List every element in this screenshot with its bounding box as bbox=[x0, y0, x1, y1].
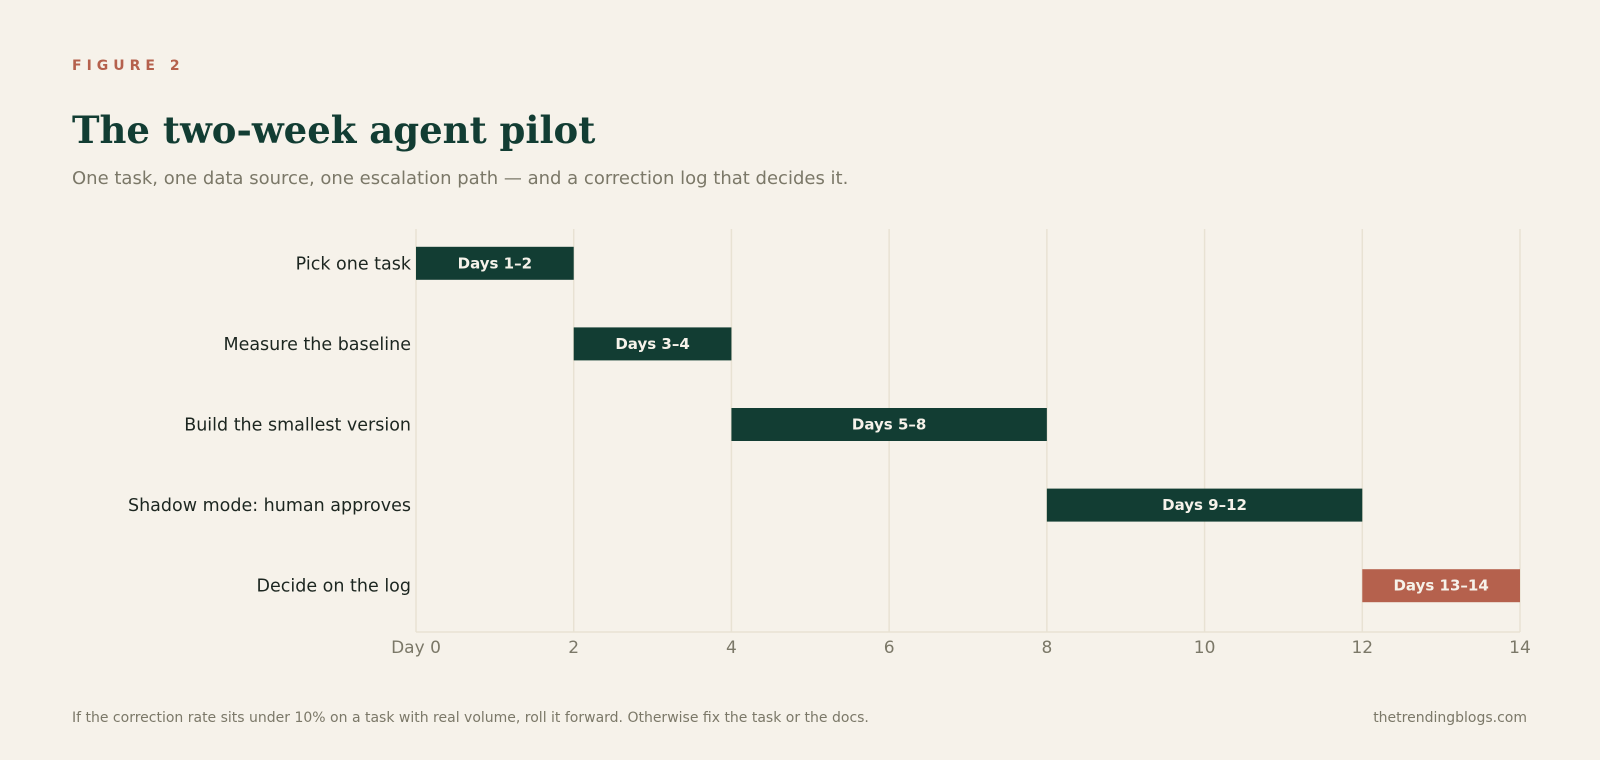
bar-data-label: Days 5–8 bbox=[852, 416, 926, 434]
chart-title: The two-week agent pilot bbox=[72, 108, 596, 152]
task-bar bbox=[573, 327, 732, 361]
x-tick-label: Day 0 bbox=[391, 638, 441, 658]
bar-data-label: Days 9–12 bbox=[1162, 496, 1247, 514]
source-credit: thetrendingblogs.com bbox=[1373, 710, 1527, 726]
task-label: Shadow mode: human approves bbox=[128, 496, 411, 516]
task-bar bbox=[1362, 569, 1520, 603]
figure-label: FIGURE 2 bbox=[72, 58, 185, 74]
x-tick-label: 4 bbox=[726, 638, 737, 658]
bar-data-label: Days 13–14 bbox=[1393, 577, 1488, 595]
x-tick-label: 2 bbox=[568, 638, 579, 658]
task-bar bbox=[731, 408, 1047, 441]
task-label: Build the smallest version bbox=[184, 416, 411, 436]
task-label: Pick one task bbox=[296, 254, 412, 274]
task-bar bbox=[416, 246, 574, 280]
x-tick-label: 8 bbox=[1041, 638, 1052, 658]
task-bar bbox=[1046, 488, 1363, 522]
x-tick-label: 12 bbox=[1351, 638, 1373, 658]
task-label: Decide on the log bbox=[257, 577, 411, 597]
gantt-chart: Day 0 2 4 6 8 10 12 14 Pick one task Days 1–2 Meas… bbox=[128, 229, 1531, 658]
x-tick-label: 10 bbox=[1194, 638, 1216, 658]
bar-data-label: Days 1–2 bbox=[458, 254, 532, 272]
bar-data-label: Days 3–4 bbox=[615, 335, 689, 353]
task-label: Measure the baseline bbox=[223, 335, 411, 355]
footnote: If the correction rate sits under 10% on… bbox=[72, 710, 869, 726]
x-tick-label: 6 bbox=[884, 638, 895, 658]
chart-subtitle: One task, one data source, one escalatio… bbox=[72, 168, 849, 189]
x-tick-label: 14 bbox=[1509, 638, 1531, 658]
